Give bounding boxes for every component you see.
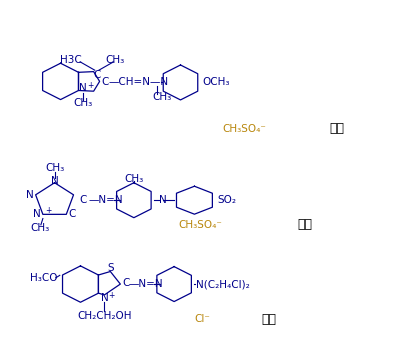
Text: —N=N: —N=N [128, 279, 163, 289]
Text: CH₃: CH₃ [30, 223, 49, 233]
Text: N: N [26, 190, 34, 200]
Text: CH₃: CH₃ [74, 98, 93, 108]
Text: C: C [79, 195, 86, 205]
Text: +: + [108, 291, 115, 300]
Text: 红色: 红色 [298, 218, 313, 231]
Text: N(C₂H₄Cl)₂: N(C₂H₄Cl)₂ [196, 279, 250, 289]
Text: CH₃: CH₃ [105, 55, 124, 65]
Text: H3C: H3C [60, 55, 82, 65]
Text: N: N [50, 176, 59, 186]
Text: Cl⁻: Cl⁻ [194, 314, 210, 324]
Text: H₃CO: H₃CO [30, 273, 57, 283]
Text: S: S [108, 263, 114, 273]
Text: 黄色: 黄色 [330, 122, 345, 135]
Text: 蓝色: 蓝色 [262, 312, 277, 326]
Text: N: N [101, 294, 108, 304]
Text: —CH=N—N: —CH=N—N [109, 77, 169, 87]
Text: SO₂: SO₂ [217, 195, 236, 205]
Text: CH₃: CH₃ [124, 174, 143, 184]
Text: CH₂CH₂OH: CH₂CH₂OH [77, 311, 132, 321]
Text: +: + [87, 81, 94, 90]
Text: —N=N: —N=N [88, 195, 123, 205]
Text: CH₃: CH₃ [45, 163, 64, 173]
Text: N: N [33, 209, 41, 219]
Text: C: C [122, 278, 130, 288]
Text: +: + [45, 206, 51, 215]
Text: CH₃: CH₃ [153, 92, 172, 102]
Text: C: C [93, 70, 101, 80]
Text: OCH₃: OCH₃ [202, 77, 230, 87]
Text: CH₃SO₄⁻: CH₃SO₄⁻ [222, 124, 266, 133]
Text: N: N [80, 83, 87, 93]
Text: C: C [68, 209, 76, 219]
Text: CH₃SO₄⁻: CH₃SO₄⁻ [178, 220, 222, 230]
Text: N: N [158, 195, 166, 205]
Text: C: C [101, 77, 109, 87]
